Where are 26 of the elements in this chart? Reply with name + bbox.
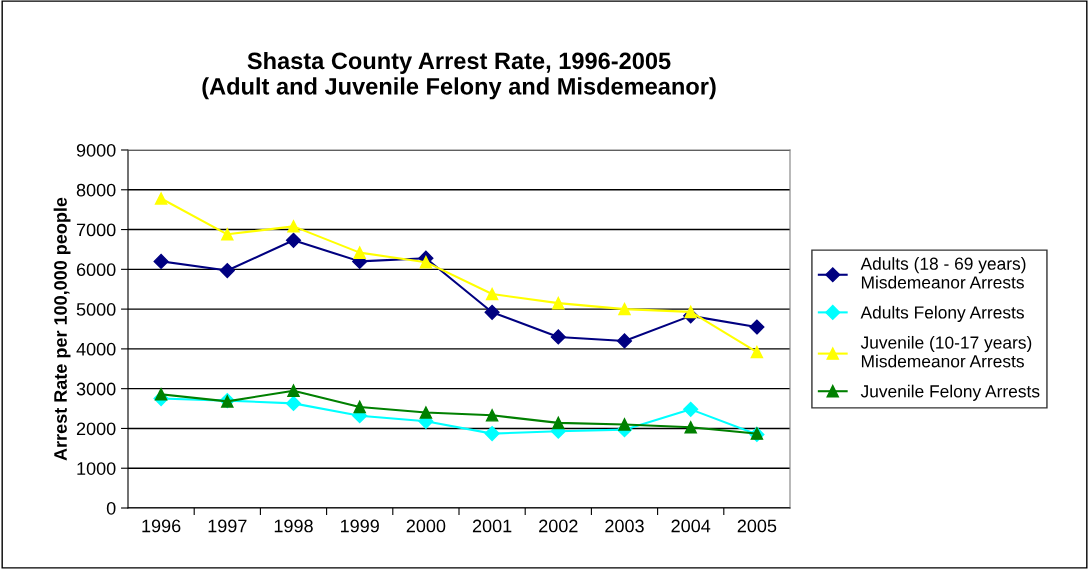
chart-title: Shasta County Arrest Rate, 1996-2005 (Adult and Juvenile Felony and Misdemeanor) xyxy=(202,51,716,100)
y-tick-label: 4000 xyxy=(76,342,116,356)
x-tick-label: 1997 xyxy=(208,519,247,533)
x-tick-label: 2005 xyxy=(737,519,777,533)
x-tick-label: 2003 xyxy=(605,519,644,533)
y-tick-label: 2000 xyxy=(76,422,116,436)
x-tick-label: 1996 xyxy=(142,519,181,533)
x-tick-label: 2004 xyxy=(671,519,711,533)
y-tick-label: 9000 xyxy=(76,143,116,157)
x-tick-label: 2000 xyxy=(406,519,446,533)
legend-label: Adults Felony Arrests xyxy=(860,305,1024,323)
x-tick-label: 2001 xyxy=(472,519,512,533)
legend-label: Adults (18 - 69 years) Misdemeanor Arrests xyxy=(860,257,1026,289)
x-tick-label: 1998 xyxy=(274,519,313,533)
y-tick-label: 3000 xyxy=(76,382,116,396)
y-tick-label: 1000 xyxy=(77,462,116,475)
y-tick-label: 8000 xyxy=(76,183,116,197)
legend-label: Juvenile (10-17 years) Misdemeanor Arrests xyxy=(860,335,1032,368)
y-axis-title: Arrest Rate per 100,000 people xyxy=(53,197,71,461)
y-tick-label: 0 xyxy=(106,501,116,515)
y-tick-label: 6000 xyxy=(76,263,116,277)
y-tick-label: 5000 xyxy=(76,303,116,316)
legend-label: Juvenile Felony Arrests xyxy=(860,384,1040,401)
y-tick-label: 7000 xyxy=(76,223,116,237)
x-tick-label: 1999 xyxy=(341,519,379,533)
x-tick-label: 2002 xyxy=(539,519,578,533)
